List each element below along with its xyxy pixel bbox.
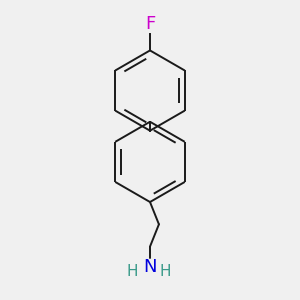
Text: N: N <box>143 258 157 276</box>
Text: H: H <box>126 264 138 279</box>
Text: F: F <box>145 15 155 33</box>
Text: H: H <box>159 264 171 279</box>
